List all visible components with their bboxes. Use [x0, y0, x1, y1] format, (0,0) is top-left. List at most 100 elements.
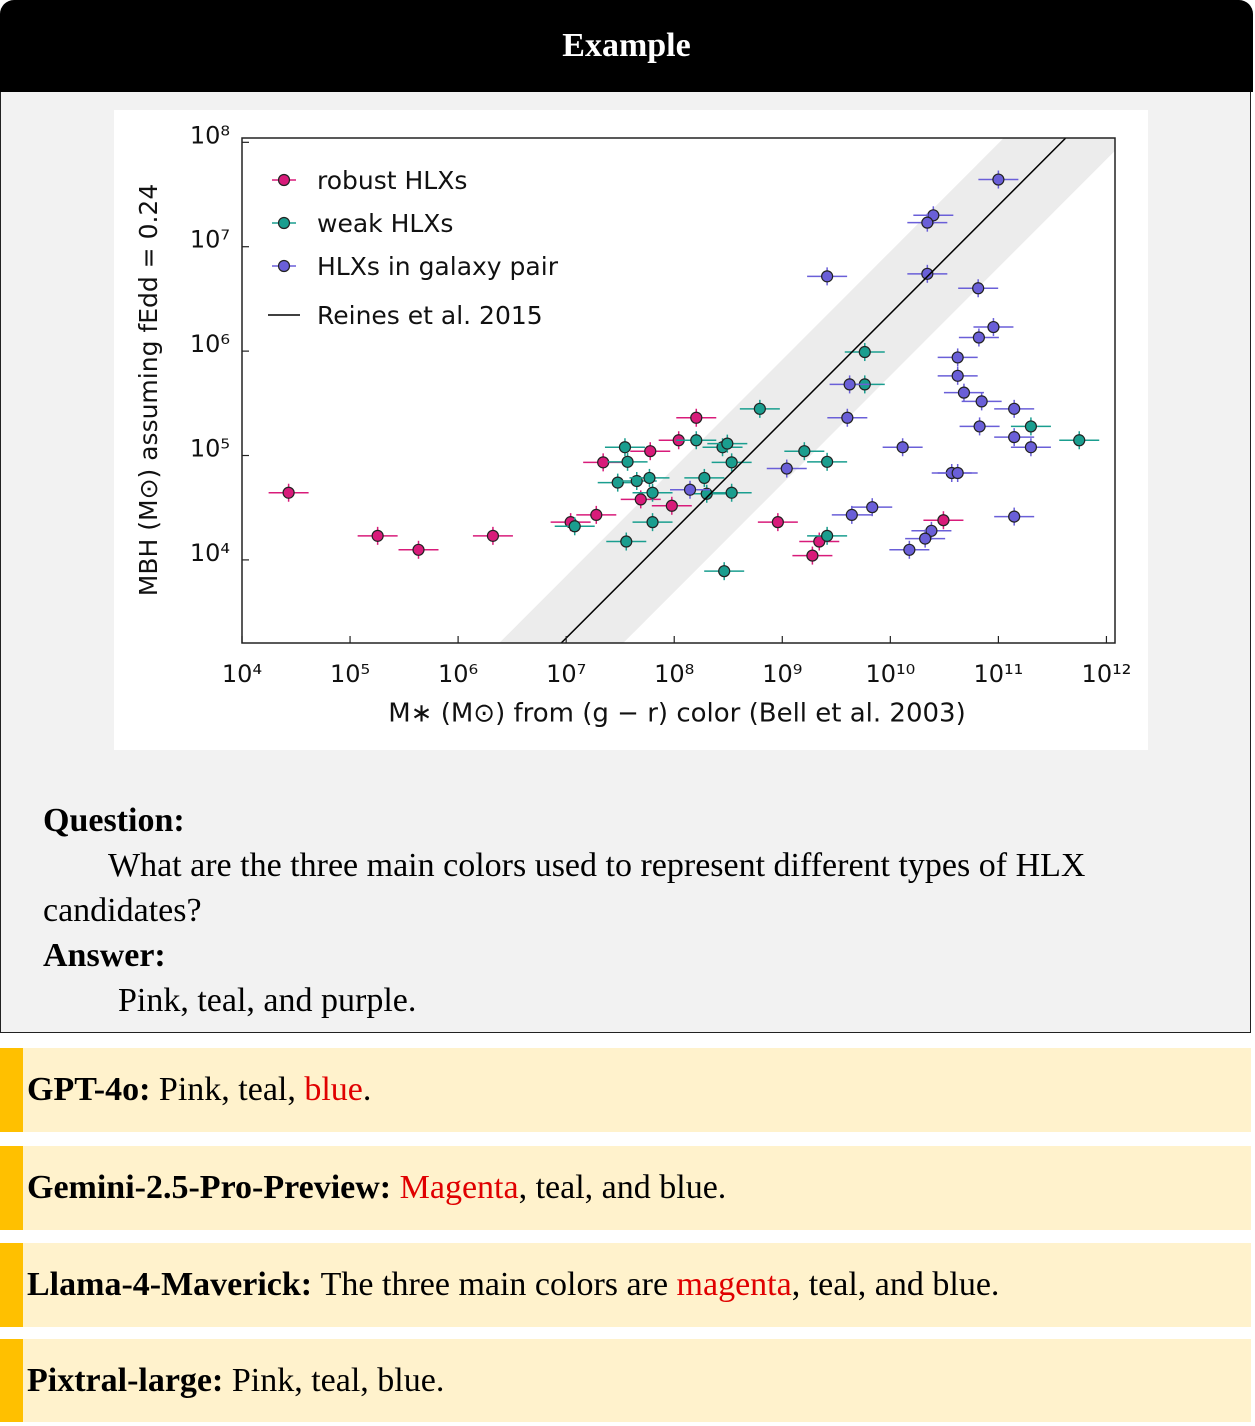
data-point	[1024, 420, 1038, 433]
data-point	[843, 378, 856, 391]
data-point	[858, 345, 871, 359]
model-name: GPT-4o:	[27, 1071, 151, 1108]
data-point	[866, 501, 879, 514]
data-point	[282, 486, 295, 499]
data-point	[1008, 402, 1021, 415]
x-axis-label: M∗ (M⊙) from (g − r) color (Bell et al. …	[388, 699, 966, 729]
y-tick-label: 10⁸	[190, 121, 230, 149]
legend-marker	[277, 216, 291, 230]
legend-label: Reines et al. 2015	[317, 301, 543, 330]
data-point	[611, 476, 624, 489]
data-point	[919, 532, 932, 545]
data-point	[821, 270, 834, 283]
response: GPT-4o: Pink, teal, blue.	[0, 1048, 1251, 1132]
data-point	[486, 529, 500, 542]
data-point	[951, 369, 964, 382]
data-point	[937, 514, 950, 527]
question-answer: Question: What are the three main colors…	[43, 798, 1203, 1023]
data-point	[568, 520, 581, 533]
data-point	[620, 535, 633, 548]
data-point	[1008, 510, 1021, 523]
data-point	[951, 466, 964, 480]
legend-marker	[277, 173, 291, 187]
x-tick-label: 10⁶	[438, 660, 478, 688]
x-tick-label: 10¹¹	[973, 660, 1023, 688]
data-point	[683, 483, 697, 496]
data-point	[698, 471, 711, 485]
relation-line	[560, 138, 1067, 643]
response-accent	[0, 1146, 23, 1230]
data-point	[597, 456, 610, 469]
data-point	[665, 499, 678, 512]
data-point	[903, 543, 916, 556]
response-text: .	[362, 1071, 372, 1108]
response: Pixtral-large: Pink, teal, blue.	[0, 1339, 1251, 1422]
question-label: Question:	[43, 802, 185, 839]
chart: MBH (M⊙) assuming fEdd = 0.24 M∗ (M⊙) fr…	[114, 110, 1148, 750]
y-tick-label: 10⁴	[190, 539, 230, 567]
response-content: Llama-4-Maverick: The three main colors …	[27, 1243, 999, 1327]
data-point	[725, 456, 738, 469]
data-point	[725, 486, 738, 499]
data-point	[634, 493, 647, 506]
data-point	[643, 471, 656, 485]
data-point	[1073, 434, 1086, 447]
data-point	[972, 282, 985, 295]
y-axis-label: MBH (M⊙) assuming fEdd = 0.24	[134, 184, 163, 596]
model-name: Pixtral-large:	[27, 1362, 224, 1399]
data-point	[618, 441, 632, 454]
data-point	[721, 437, 734, 450]
data-point	[821, 529, 834, 542]
question-text: What are the three main colors used to r…	[43, 847, 1086, 929]
data-point	[646, 486, 659, 499]
data-point	[412, 543, 425, 556]
response-content: GPT-4o: Pink, teal, blue.	[27, 1048, 371, 1132]
x-tick-label: 10⁹	[762, 660, 802, 688]
data-point	[700, 487, 713, 500]
response-content: Pixtral-large: Pink, teal, blue.	[27, 1339, 444, 1423]
response-accent	[0, 1243, 23, 1327]
data-point	[590, 508, 603, 521]
legend-label: HLXs in galaxy pair	[317, 252, 559, 281]
data-point	[973, 420, 986, 433]
model-name: Gemini-2.5-Pro-Preview:	[27, 1169, 392, 1206]
data-point	[690, 434, 703, 447]
data-point	[921, 216, 934, 229]
answer-text: Pink, teal, and purple.	[118, 982, 417, 1019]
data-point	[972, 331, 985, 344]
data-point	[646, 516, 659, 529]
legend-marker	[277, 259, 291, 273]
data-point	[921, 267, 934, 280]
data-point	[821, 455, 834, 468]
x-tick-label: 10⁸	[654, 660, 694, 688]
data-point	[780, 462, 793, 475]
y-tick-label: 10⁷	[190, 226, 230, 254]
model-name: Llama-4-Maverick:	[27, 1266, 313, 1303]
legend-label: robust HLXs	[317, 166, 467, 195]
response-text: Pink, teal,	[158, 1071, 305, 1108]
data-point	[975, 395, 988, 408]
y-tick-label: 10⁵	[190, 435, 230, 463]
data-point	[806, 549, 819, 562]
data-point	[896, 441, 909, 454]
data-point	[630, 474, 643, 488]
x-tick-label: 10⁴	[222, 660, 262, 688]
data-point	[753, 402, 766, 415]
data-point	[841, 411, 854, 424]
data-point	[1008, 431, 1021, 444]
data-point	[644, 445, 657, 458]
data-point	[718, 565, 731, 578]
data-point	[992, 173, 1005, 186]
x-tick-label: 10⁵	[330, 660, 370, 688]
x-tick-label: 10¹⁰	[865, 660, 915, 688]
response-accent	[0, 1048, 23, 1132]
x-tick-label: 10¹²	[1082, 660, 1132, 688]
wrong-term: magenta	[676, 1266, 792, 1303]
answer-label: Answer:	[43, 937, 166, 974]
plot-frame	[241, 137, 1116, 644]
data-point	[845, 508, 858, 521]
response-text: Pink, teal, blue.	[231, 1362, 445, 1399]
data-point	[690, 411, 703, 424]
data-point	[798, 445, 811, 458]
data-point	[925, 524, 938, 537]
